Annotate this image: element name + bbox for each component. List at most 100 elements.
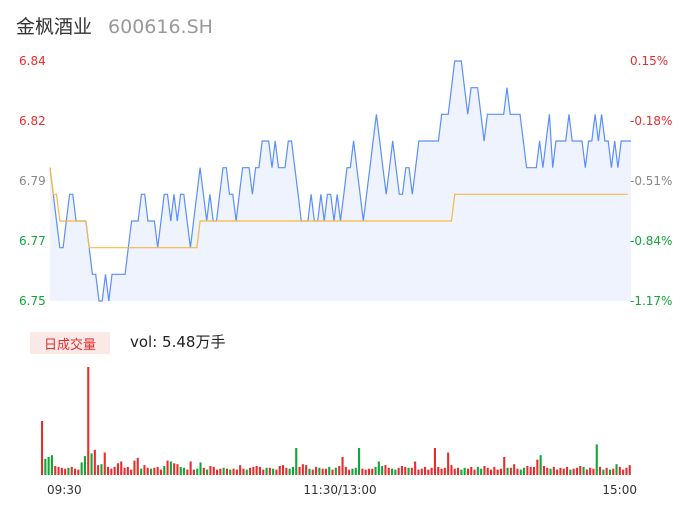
volume-bar	[579, 466, 582, 475]
volume-bar	[150, 468, 153, 475]
volume-bar	[278, 466, 281, 475]
volume-bar	[483, 466, 486, 475]
volume-bar	[503, 457, 506, 475]
volume-bar	[67, 467, 70, 475]
volume-bar	[189, 461, 192, 475]
average-price-line	[49, 167, 628, 249]
volume-bar	[612, 468, 615, 475]
volume-bar	[285, 467, 288, 475]
volume-bar	[625, 467, 628, 475]
volume-bar	[519, 469, 522, 475]
volume-bar	[80, 462, 83, 475]
volume-bar	[74, 468, 77, 475]
volume-bars	[41, 367, 631, 475]
volume-bar	[536, 459, 539, 475]
volume-bar	[70, 466, 73, 475]
volume-bar	[433, 448, 436, 475]
volume-bar	[169, 461, 172, 475]
volume-bar	[206, 469, 209, 475]
volume-bar	[358, 448, 361, 475]
volume-bar	[377, 461, 380, 475]
volume-bar	[179, 466, 182, 475]
volume-bar	[242, 468, 245, 475]
volume-bar	[410, 467, 413, 475]
volume-bar	[321, 468, 324, 475]
volume-bar	[103, 452, 106, 475]
volume-badge: 日成交量	[30, 332, 110, 354]
volume-bar	[532, 466, 535, 475]
volume-bar	[159, 469, 162, 475]
price-chart-area	[50, 61, 631, 301]
volume-bar	[93, 449, 96, 475]
y-tick-left: 6.75	[19, 294, 46, 308]
volume-bar	[216, 469, 219, 475]
volume-bar	[427, 469, 430, 475]
volume-bar	[166, 460, 169, 475]
volume-bar	[529, 466, 532, 475]
volume-bar	[258, 466, 261, 475]
volume-total: vol: 5.48万手	[130, 333, 226, 351]
volume-bar	[605, 467, 608, 475]
volume-bar	[209, 466, 212, 475]
volume-bar	[490, 469, 493, 475]
volume-bar	[486, 467, 489, 475]
volume-bar	[354, 467, 357, 475]
volume-bar	[549, 468, 552, 475]
volume-bar	[595, 444, 598, 475]
volume-bar	[546, 467, 549, 475]
y-tick-left: 6.79	[19, 174, 46, 188]
y-tick-right: 0.15%	[630, 54, 668, 68]
volume-bar	[351, 468, 354, 475]
volume-bar	[308, 468, 311, 475]
volume-bar	[97, 465, 100, 475]
x-tick-label: 11:30/13:00	[303, 483, 376, 497]
volume-bar	[136, 457, 139, 475]
volume-bar	[120, 461, 123, 475]
volume-bar	[509, 467, 512, 475]
volume-bar	[44, 458, 47, 475]
volume-bar	[338, 466, 341, 475]
volume-bar	[268, 467, 271, 475]
volume-bar	[440, 468, 443, 475]
volume-bar	[470, 466, 473, 475]
volume-bar	[222, 467, 225, 475]
volume-bar	[367, 468, 370, 475]
volume-bar	[163, 466, 166, 475]
volume-bar	[552, 466, 555, 475]
volume-bar	[153, 467, 156, 475]
volume-bar	[113, 466, 116, 475]
volume-bar	[473, 469, 476, 475]
volume-bar	[156, 466, 159, 475]
volume-bar	[371, 468, 374, 475]
stock-code: 600616.SH	[108, 16, 213, 38]
volume-bar	[559, 467, 562, 475]
volume-bar	[298, 466, 301, 475]
chart-header: 金枫酒业 600616.SH	[16, 12, 213, 40]
volume-bar	[328, 466, 331, 475]
volume-bar	[288, 468, 291, 475]
volume-bar	[41, 421, 44, 475]
volume-bar	[77, 469, 80, 475]
volume-bar	[252, 466, 255, 475]
y-tick-left: 6.82	[19, 114, 46, 128]
volume-bar	[192, 469, 195, 475]
volume-bar	[212, 466, 215, 475]
volume-bar	[400, 466, 403, 475]
volume-bar	[60, 467, 63, 475]
volume-bar	[585, 469, 588, 475]
volume-bar	[219, 468, 222, 475]
volume-bar	[229, 469, 232, 475]
volume-bar	[272, 468, 275, 475]
volume-bar	[83, 456, 86, 475]
y-tick-left: 6.84	[19, 54, 46, 68]
volume-bar	[569, 469, 572, 475]
volume-bar	[381, 466, 384, 475]
volume-bar	[50, 455, 53, 475]
volume-bar	[615, 464, 618, 475]
price-lines	[49, 60, 631, 302]
volume-bar	[450, 465, 453, 475]
volume-bar	[140, 468, 143, 475]
volume-bar	[341, 457, 344, 475]
volume-bar	[318, 467, 321, 475]
volume-bar	[499, 468, 502, 475]
